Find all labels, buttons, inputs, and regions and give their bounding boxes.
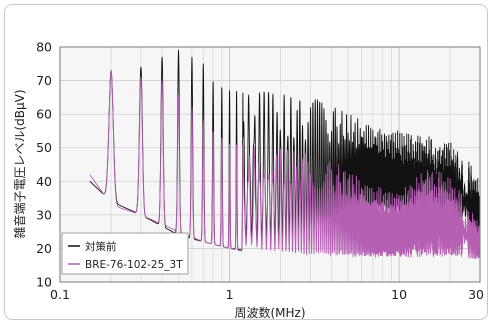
x-tick-label: 0.1 (50, 287, 70, 302)
legend-box (61, 232, 189, 275)
x-axis-title: 周波数(MHz) (234, 305, 305, 320)
y-tick-label: 10 (36, 275, 52, 290)
y-tick-label: 20 (36, 241, 52, 256)
y-axis-title: 雑音端子電圧レベル(dBμV) (12, 89, 27, 238)
y-tick-label: 50 (36, 140, 52, 155)
legend: 対策前 BRE-76-102-25_3T (61, 232, 189, 275)
y-tick-label: 40 (36, 174, 52, 189)
x-tick-labels: 0.1 1 10 30 (50, 287, 484, 302)
y-tick-label: 60 (36, 107, 52, 122)
legend-label-bre: BRE-76-102-25_3T (85, 259, 183, 271)
plot-border (59, 46, 481, 283)
y-tick-label: 70 (36, 73, 52, 88)
y-tick-labels: 10 20 30 40 50 60 70 80 (36, 40, 52, 290)
y-tick-label: 30 (36, 207, 52, 222)
legend-label-before: 対策前 (85, 240, 117, 253)
y-tick-label: 80 (36, 40, 52, 55)
series-layer (89, 50, 480, 259)
series-line-bre (89, 70, 480, 259)
x-tick-label: 30 (468, 287, 484, 302)
x-tick-label: 10 (391, 287, 407, 302)
series-line-before (89, 50, 480, 251)
x-tick-label: 1 (226, 287, 234, 302)
